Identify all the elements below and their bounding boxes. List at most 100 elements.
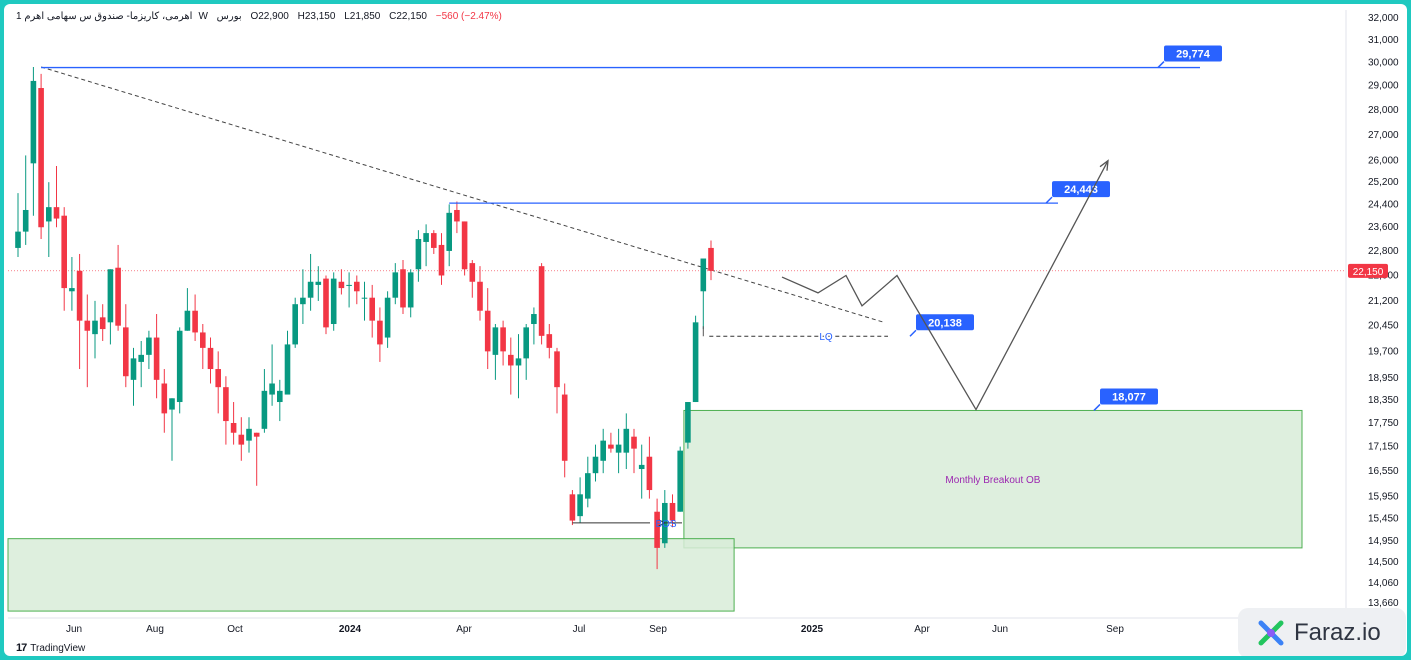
price-tick-label: 14,950 <box>1368 536 1399 547</box>
price-tick-label: 27,000 <box>1368 130 1399 141</box>
candle-body <box>423 233 429 242</box>
candle-body <box>215 369 221 388</box>
candle-body <box>130 358 137 380</box>
candle-body <box>492 327 499 355</box>
candle-body <box>138 354 144 362</box>
candle-body <box>400 269 406 308</box>
candle-body <box>300 297 306 305</box>
candle-body <box>76 270 83 321</box>
candlestick-chart[interactable]: Monthly Breakout OB 32,000 31,000 30,000 29,… <box>4 4 1407 656</box>
price-tick-label: 18,350 <box>1368 395 1399 406</box>
low-value: L21,850 <box>344 11 381 22</box>
time-tick-label: Apr <box>914 624 930 635</box>
level-callout-box <box>1100 388 1158 405</box>
time-tick-label: Aug <box>146 624 164 635</box>
zone-label: Monthly Breakout OB <box>945 475 1040 486</box>
candle-body <box>554 351 560 388</box>
projection-path <box>781 160 1109 411</box>
candle-body <box>585 473 591 499</box>
faraz-logo-icon <box>1258 620 1284 646</box>
symbol-name[interactable]: اهرمی، کاریزما- صندوق س سهامی اهرم <box>24 11 193 22</box>
tradingview-logo[interactable]: 17 TradingView <box>16 642 85 654</box>
interval[interactable]: 1W <box>16 11 208 22</box>
candle-body <box>230 422 237 433</box>
candle-body <box>692 322 699 403</box>
candle-body <box>446 212 452 251</box>
candle-body <box>169 398 175 410</box>
level-callout-box <box>1164 45 1222 62</box>
candle-body <box>646 456 653 491</box>
candle-body <box>184 310 191 331</box>
candle-body <box>354 281 360 292</box>
candle-body <box>531 314 537 325</box>
candle-body <box>615 444 622 453</box>
candle-body <box>569 494 576 521</box>
last-price-tag <box>1348 263 1388 278</box>
time-tick-label: Sep <box>1106 624 1124 635</box>
level-callout-pointer <box>1045 196 1053 204</box>
price-tick-label: 21,200 <box>1368 296 1399 307</box>
candle-body <box>384 297 391 338</box>
candle-body <box>161 383 168 414</box>
price-tick-label: 28,000 <box>1368 105 1399 116</box>
candle-body <box>377 320 383 345</box>
lq-label: LQ <box>819 332 833 343</box>
level-callout-pointer <box>1093 403 1101 411</box>
candle-body <box>115 267 121 326</box>
candle-body <box>253 432 260 437</box>
price-tick-label: 14,500 <box>1368 557 1399 568</box>
candle-body <box>654 511 660 548</box>
candle-body <box>292 304 298 345</box>
candle-body <box>30 80 37 164</box>
candle-body <box>323 278 329 328</box>
candle-body <box>46 207 52 222</box>
open-value: O22,900 <box>250 11 289 22</box>
candle-body <box>484 310 491 352</box>
price-tick-label: 13,660 <box>1368 598 1399 609</box>
price-tick-label: 20,450 <box>1368 321 1399 332</box>
candle-body <box>369 297 375 321</box>
last-price-text: 22,150 <box>1353 267 1384 278</box>
candle-body <box>284 344 291 395</box>
price-tick-label: 26,000 <box>1368 156 1399 167</box>
candle-body <box>261 390 268 429</box>
candle-body <box>669 502 676 521</box>
candle-body <box>438 244 445 276</box>
order-block-zone <box>683 409 1303 549</box>
candle-body <box>546 334 553 348</box>
candle-body <box>123 327 129 377</box>
price-tick-label: 18,950 <box>1368 373 1399 384</box>
candle-body <box>685 402 691 443</box>
price-tick-label: 17,750 <box>1368 418 1399 429</box>
price-tick-label: 24,400 <box>1368 199 1399 210</box>
candle-body <box>700 258 707 292</box>
candle-body <box>508 354 514 366</box>
candle-body <box>469 263 476 282</box>
price-tick-label: 30,000 <box>1368 57 1399 68</box>
level-callout-pointer <box>909 329 917 337</box>
candle-body <box>330 278 337 325</box>
candle-body <box>561 394 568 461</box>
candle-body <box>200 332 206 348</box>
candle-body <box>84 320 91 331</box>
price-tick-label: 15,950 <box>1368 491 1399 502</box>
faraz-watermark: Faraz.io <box>1238 608 1406 656</box>
level-callout-text: 24,443 <box>1064 184 1098 196</box>
candle-body <box>461 221 468 270</box>
projection-arrowhead <box>1099 159 1109 171</box>
level-callout-box <box>916 314 974 331</box>
high-value: H23,150 <box>297 11 336 22</box>
candle-body <box>454 209 460 222</box>
descending-trendline <box>40 66 885 323</box>
tradingview-label: TradingView <box>30 642 86 654</box>
chart-header: اهرمی، کاریزما- صندوق س سهامی اهرم 1W بو… <box>16 11 508 22</box>
level-callout-pointer <box>1157 61 1165 69</box>
price-tick-label: 15,450 <box>1368 513 1399 524</box>
candle-body <box>623 428 630 453</box>
time-tick-label: Jun <box>66 624 82 635</box>
level-callout-text: 18,077 <box>1112 391 1146 403</box>
price-tick-label: 22,800 <box>1368 246 1399 257</box>
candle-body <box>269 383 275 395</box>
candle-body <box>477 281 483 311</box>
candle-body <box>592 456 599 474</box>
